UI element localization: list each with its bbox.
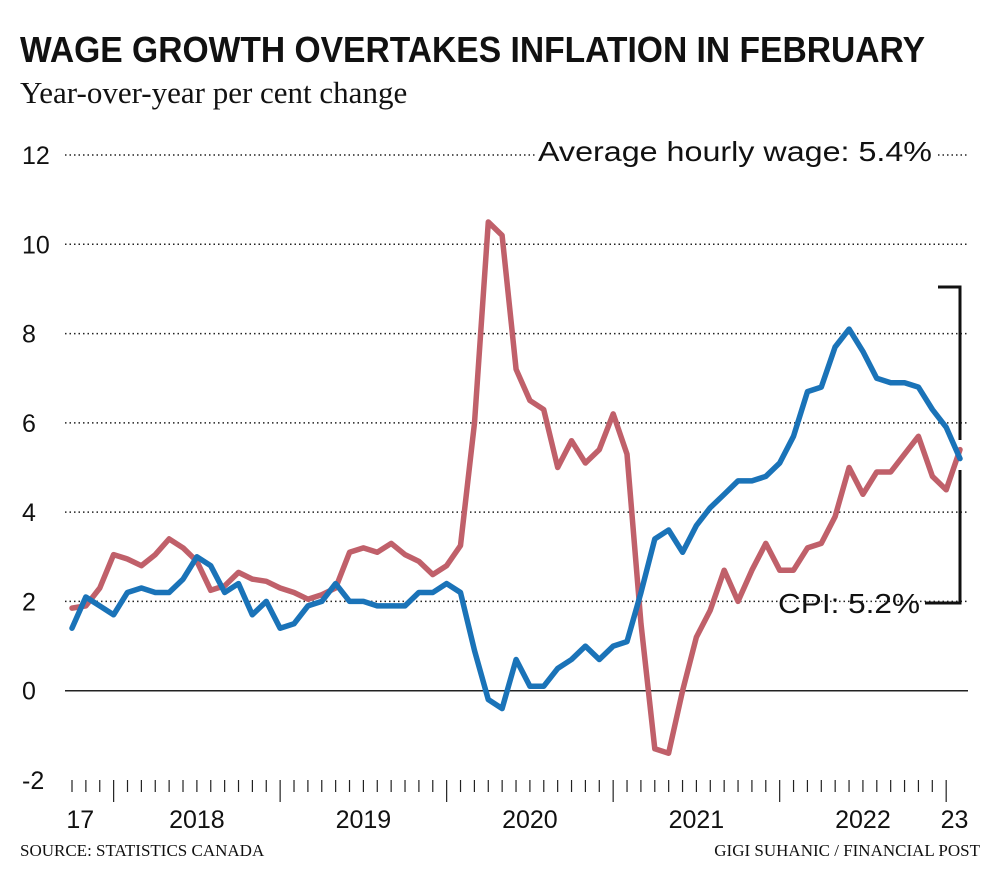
lines: [69, 219, 963, 756]
y-tick-label: 0: [22, 678, 36, 706]
cpi-bracket: [925, 470, 962, 605]
x-tick-label: 2021: [669, 806, 725, 834]
chart-title: WAGE GROWTH OVERTAKES INFLATION IN FEBRU…: [20, 29, 925, 70]
series-line: [69, 219, 963, 756]
wage-bracket: [938, 285, 962, 440]
x-tick-label: 23: [941, 806, 969, 834]
x-tick-label: 2019: [336, 806, 392, 834]
y-tick-label: 10: [22, 231, 50, 259]
y-tick-label: -2: [22, 767, 44, 795]
x-tick-label: 17: [66, 806, 94, 834]
x-tick-label: 2018: [169, 806, 225, 834]
y-tick-label: 8: [22, 321, 36, 349]
y-tick-label: 4: [22, 499, 36, 527]
y-tick-label: 6: [22, 410, 36, 438]
cpi-annotation: CPI: 5.2%: [778, 588, 920, 619]
grid: -2 0 2 4 6 8 10 12: [22, 142, 968, 795]
annotation-bg: [535, 132, 935, 170]
x-tick-label: 2022: [835, 806, 891, 834]
y-tick-label: 12: [22, 142, 50, 170]
series-line: [69, 326, 963, 712]
chart-subtitle: Year-over-year per cent change: [20, 75, 407, 110]
y-tick-label: 2: [22, 588, 36, 616]
x-tick-label: 2020: [502, 806, 558, 834]
source: SOURCE: STATISTICS CANADA: [20, 841, 265, 860]
x-axis: 17 2018 2019 2020 2021 2022 23: [66, 780, 968, 834]
wage-annotation: Average hourly wage: 5.4%: [538, 136, 932, 167]
credit: GIGI SUHANIC / FINANCIAL POST: [714, 841, 980, 860]
